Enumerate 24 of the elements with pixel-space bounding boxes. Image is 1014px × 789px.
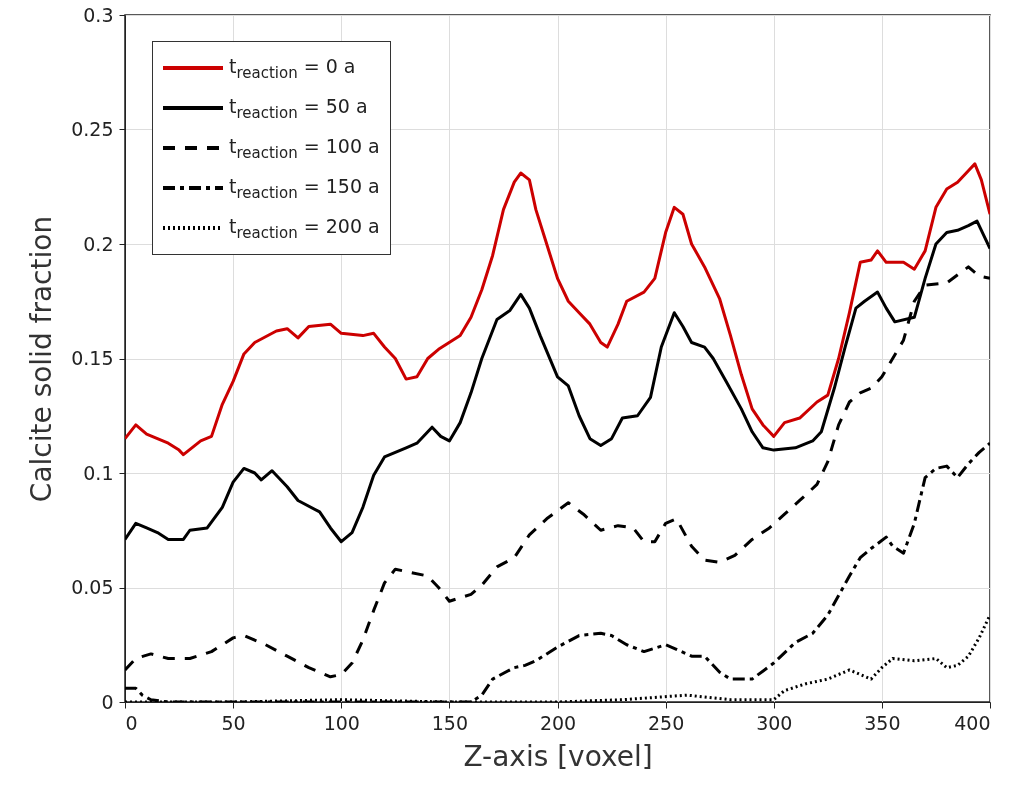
line-series: [125, 162, 990, 457]
x-tick-label: 150: [431, 711, 469, 734]
x-axis-title: Z-axis [voxel]: [463, 739, 653, 773]
x-tick-label: 50: [221, 711, 246, 734]
legend-label: t$_{reaction}$ = 200 a: [229, 214, 380, 242]
y-tick-label: 0.1: [83, 461, 114, 484]
x-tick-label: 300: [756, 711, 793, 734]
x-tick-label: 400: [954, 711, 991, 734]
legend-label: t$_{reaction}$ = 150 a: [229, 174, 380, 202]
legend-label: t$_{reaction}$ = 0 a: [229, 54, 356, 82]
y-tick-label: 0.05: [71, 576, 114, 598]
y-tick-label: 0: [101, 690, 114, 713]
y-tick-label: 0.25: [71, 118, 114, 140]
x-tick-label: 200: [539, 711, 577, 734]
legend-label: t$_{reaction}$ = 100 a: [229, 134, 380, 162]
y-tick-label: 0.2: [83, 232, 114, 255]
x-tick-label: 100: [323, 711, 360, 734]
y-tick-label: 0.15: [71, 347, 114, 369]
y-tick-label: 0.3: [83, 3, 114, 26]
x-tick-label: 350: [864, 711, 901, 734]
legend-label: t$_{reaction}$ = 50 a: [229, 94, 368, 122]
y-axis-title: Calcite solid fraction: [25, 215, 59, 503]
x-tick-label: 250: [647, 711, 685, 734]
x-tick-label: 0: [125, 711, 138, 734]
